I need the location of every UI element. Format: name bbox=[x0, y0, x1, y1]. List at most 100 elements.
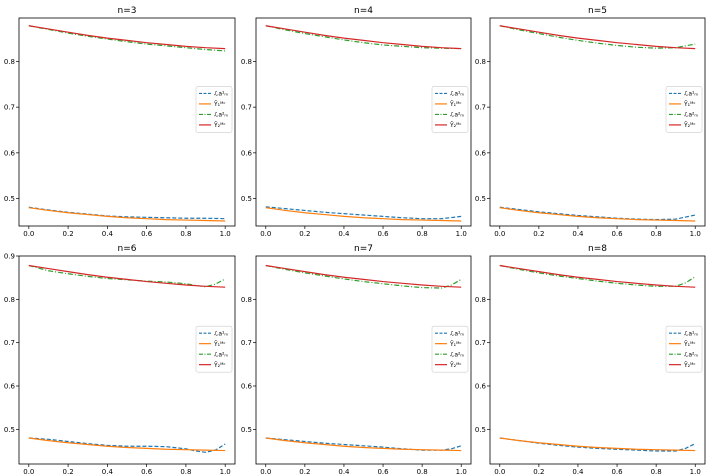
series-line-3 bbox=[28, 264, 226, 288]
legend: ℒa¹ₘ Ȳ₁ᴹᶜ ℒa²ₘ Ȳ₂ᴹᶜ bbox=[665, 325, 703, 373]
subplot-3: n=5 0.0 0.2 0.4 0.6 0.8 1.0 0.5 0.6 0.7 0.8 ℒa¹ₘ Ȳ₁ᴹ… bbox=[475, 6, 706, 238]
series-line-3 bbox=[265, 25, 462, 50]
x-tick-label: 0.8 bbox=[180, 468, 191, 476]
y-tick-label: 0.6 bbox=[475, 149, 487, 157]
y-tick-label: 0.8 bbox=[4, 296, 15, 304]
legend-box bbox=[665, 325, 703, 373]
y-tick-label: 0.6 bbox=[475, 383, 487, 391]
x-tick-label: 0.2 bbox=[533, 468, 544, 476]
series-line-3 bbox=[499, 264, 696, 287]
x-tick-label: 0.8 bbox=[651, 468, 662, 476]
y-tick-label: 0.5 bbox=[4, 195, 15, 203]
legend-entry: ℒa¹ₘ bbox=[684, 91, 698, 98]
y-tick-label: 0.7 bbox=[4, 104, 15, 112]
legend-entry: ℒa¹ₘ bbox=[214, 330, 228, 337]
y-tick-label: 0.9 bbox=[4, 253, 15, 261]
legend: ℒa¹ₘ Ȳ₁ᴹᶜ ℒa²ₘ Ȳ₂ᴹᶜ bbox=[195, 325, 233, 373]
legend-entry: Ȳ₂ᴹᶜ bbox=[213, 362, 226, 369]
axes-frame bbox=[489, 255, 706, 465]
series-line-4 bbox=[265, 25, 462, 50]
subplot-title: n=8 bbox=[588, 244, 607, 254]
series-line-2 bbox=[265, 207, 462, 222]
series-line-2 bbox=[28, 207, 226, 222]
x-tick-label: 0.4 bbox=[572, 230, 584, 238]
axes-frame bbox=[255, 255, 472, 465]
x-tick-label: 0.4 bbox=[338, 230, 350, 238]
series-line-2 bbox=[265, 437, 462, 452]
subplot-5: n=70.00.20.40.60.81.00.50.60.70.8Timeℒa¹… bbox=[241, 244, 472, 476]
y-tick-label: 0.5 bbox=[241, 195, 252, 203]
x-tick-label: 0.0 bbox=[23, 230, 34, 238]
y-tick-label: 0.8 bbox=[475, 296, 486, 304]
axes-frame bbox=[489, 17, 706, 227]
series-line-4 bbox=[265, 264, 462, 288]
x-tick-label: 0.2 bbox=[533, 230, 544, 238]
y-tick-label: 0.5 bbox=[475, 426, 486, 434]
series-line-3 bbox=[265, 264, 462, 289]
x-tick-label: 0.6 bbox=[377, 468, 389, 476]
x-tick-label: 0.8 bbox=[417, 468, 428, 476]
x-tick-label: 0.2 bbox=[63, 468, 74, 476]
legend-entry: Ȳ₁ᴹᶜ bbox=[683, 101, 696, 108]
x-tick-label: 0.8 bbox=[651, 230, 662, 238]
series-line-1 bbox=[265, 437, 462, 451]
series-line-1 bbox=[28, 206, 226, 220]
y-tick-label: 0.8 bbox=[4, 58, 15, 66]
x-tick-label: 0.0 bbox=[23, 468, 34, 476]
y-tick-label: 0.7 bbox=[4, 339, 15, 347]
legend-entry: ℒa¹ₘ bbox=[214, 91, 228, 98]
x-tick-label: 0.6 bbox=[611, 468, 623, 476]
legend: ℒa¹ₘ Ȳ₁ᴹᶜ ℒa²ₘ Ȳ₂ᴹᶜ bbox=[431, 325, 469, 373]
x-tick-label: 0.6 bbox=[611, 230, 623, 238]
x-tick-label: 0.6 bbox=[377, 230, 389, 238]
legend-entry: Ȳ₁ᴹᶜ bbox=[449, 101, 462, 108]
x-tick-label: 0.8 bbox=[417, 230, 428, 238]
subplot-2: n=4 0.0 0.2 0.4 0.6 0.8 1.0 0.5 0.6 0.7 0.8 ℒa¹ₘ Ȳ₁ᴹ… bbox=[241, 6, 472, 238]
subplot-title: n=6 bbox=[118, 244, 137, 254]
series-line-4 bbox=[28, 264, 226, 288]
legend-entry: ℒa¹ₘ bbox=[684, 330, 698, 337]
y-tick-label: 0.5 bbox=[4, 426, 15, 434]
series-line-4 bbox=[499, 25, 696, 50]
x-tick-label: 0.2 bbox=[63, 230, 74, 238]
subplot-6: n=80.00.20.40.60.81.00.50.60.70.8Timeℒa¹… bbox=[475, 244, 706, 476]
legend-entry: ℒa²ₘ bbox=[450, 351, 464, 358]
legend-box bbox=[431, 86, 469, 133]
x-tick-label: 1.0 bbox=[690, 230, 701, 238]
y-tick-label: 0.7 bbox=[475, 339, 486, 347]
y-tick-label: 0.6 bbox=[241, 149, 253, 157]
series-line-1 bbox=[265, 206, 462, 220]
legend-entry: ℒa¹ₘ bbox=[450, 91, 464, 98]
series-line-3 bbox=[28, 25, 226, 52]
y-tick-label: 0.7 bbox=[475, 104, 486, 112]
series-line-1 bbox=[499, 206, 696, 221]
legend-entry: ℒa²ₘ bbox=[450, 112, 464, 119]
legend-entry: ℒa²ₘ bbox=[684, 351, 698, 358]
legend: ℒa¹ₘ Ȳ₁ᴹᶜ ℒa²ₘ Ȳ₂ᴹᶜ bbox=[195, 86, 233, 133]
series-line-2 bbox=[499, 437, 696, 452]
x-tick-label: 0.4 bbox=[572, 468, 584, 476]
x-tick-label: 0.2 bbox=[299, 230, 310, 238]
legend-box bbox=[431, 325, 469, 373]
legend-box bbox=[195, 325, 233, 373]
x-tick-label: 0.4 bbox=[338, 468, 350, 476]
series-line-2 bbox=[499, 207, 696, 222]
legend: ℒa¹ₘ Ȳ₁ᴹᶜ ℒa²ₘ Ȳ₂ᴹᶜ bbox=[431, 86, 469, 133]
subplot-title: n=3 bbox=[118, 6, 137, 16]
y-tick-label: 0.5 bbox=[475, 195, 486, 203]
legend-entry: Ȳ₁ᴹᶜ bbox=[213, 341, 226, 348]
x-tick-label: 0.4 bbox=[102, 468, 114, 476]
legend-entry: Ȳ₂ᴹᶜ bbox=[449, 362, 462, 369]
subplot-1: n=3 0.0 0.2 0.4 0.6 0.8 1.0 0.5 0.6 0.7 0.8 ℒa¹ₘ Ȳ₁ᴹ… bbox=[4, 6, 236, 238]
y-tick-label: 0.8 bbox=[475, 58, 486, 66]
series-line-4 bbox=[499, 264, 696, 288]
legend-entry: Ȳ₂ᴹᶜ bbox=[683, 362, 696, 369]
legend-entry: Ȳ₁ᴹᶜ bbox=[449, 341, 462, 348]
x-tick-label: 0.6 bbox=[141, 230, 153, 238]
legend-entry: ℒa²ₘ bbox=[684, 112, 698, 119]
subplot-title: n=4 bbox=[354, 6, 373, 16]
legend-entry: Ȳ₁ᴹᶜ bbox=[213, 101, 226, 108]
legend-entry: Ȳ₂ᴹᶜ bbox=[213, 122, 226, 129]
x-tick-label: 1.0 bbox=[456, 230, 467, 238]
